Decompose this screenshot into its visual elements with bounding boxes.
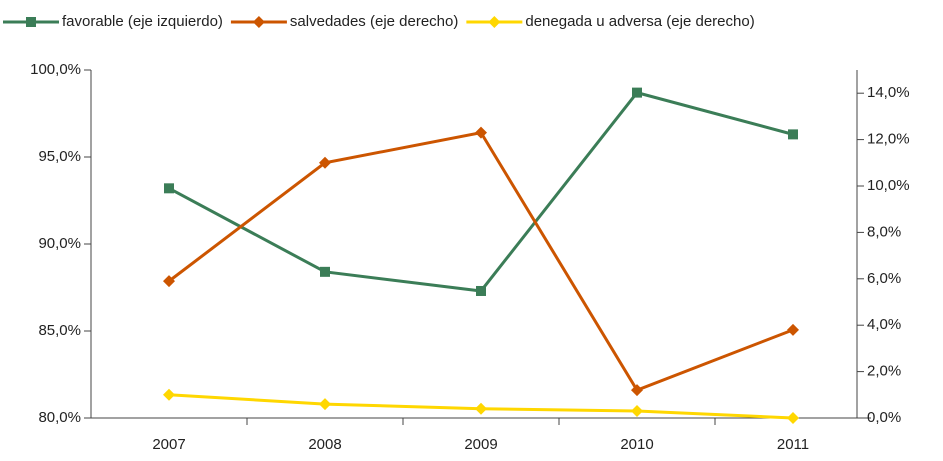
y-tick-label: 85,0%: [38, 322, 81, 339]
legend-marker: [488, 16, 501, 28]
data-point: [163, 388, 175, 401]
data-point: [476, 285, 486, 296]
y-tick-label: 80,0%: [38, 409, 81, 426]
y2-tick-label: 0,0%: [867, 409, 901, 426]
data-point: [319, 398, 331, 411]
data-point: [475, 126, 487, 139]
x-tick-label: 2008: [308, 436, 341, 453]
x-tick-label: 2009: [464, 436, 497, 453]
x-tick-label: 2007: [152, 436, 185, 453]
series-line: [168, 130, 794, 393]
y2-tick-label: 2,0%: [867, 363, 901, 380]
data-point: [632, 87, 642, 98]
y2-tick-label: 12,0%: [867, 131, 910, 148]
y2-tick-label: 4,0%: [867, 316, 901, 333]
legend-marker: [252, 16, 265, 28]
y2-tick-label: 14,0%: [867, 84, 910, 101]
legend-label: denegada u adversa (eje derecho): [525, 13, 754, 30]
y-tick-label: 100,0%: [30, 61, 81, 78]
legend-marker: [26, 17, 36, 27]
series-line: [168, 90, 794, 293]
data-point: [320, 266, 330, 277]
data-point: [475, 402, 487, 415]
data-point: [787, 412, 799, 424]
legend-label: favorable (eje izquierdo): [62, 13, 223, 30]
data-point: [631, 405, 643, 418]
legend-label: salvedades (eje derecho): [290, 13, 458, 30]
x-tick-label: 2010: [620, 436, 653, 453]
data-point: [164, 183, 174, 194]
x-tick-label: 2011: [777, 436, 809, 453]
y2-tick-label: 10,0%: [867, 177, 910, 194]
data-point: [163, 275, 175, 288]
y-tick-label: 90,0%: [38, 235, 81, 252]
y2-tick-label: 6,0%: [867, 270, 901, 287]
y-tick-label: 95,0%: [38, 148, 81, 165]
data-point: [319, 156, 331, 169]
y2-tick-label: 8,0%: [867, 223, 901, 240]
data-point: [787, 323, 799, 336]
data-point: [788, 129, 798, 140]
data-point: [631, 384, 643, 397]
